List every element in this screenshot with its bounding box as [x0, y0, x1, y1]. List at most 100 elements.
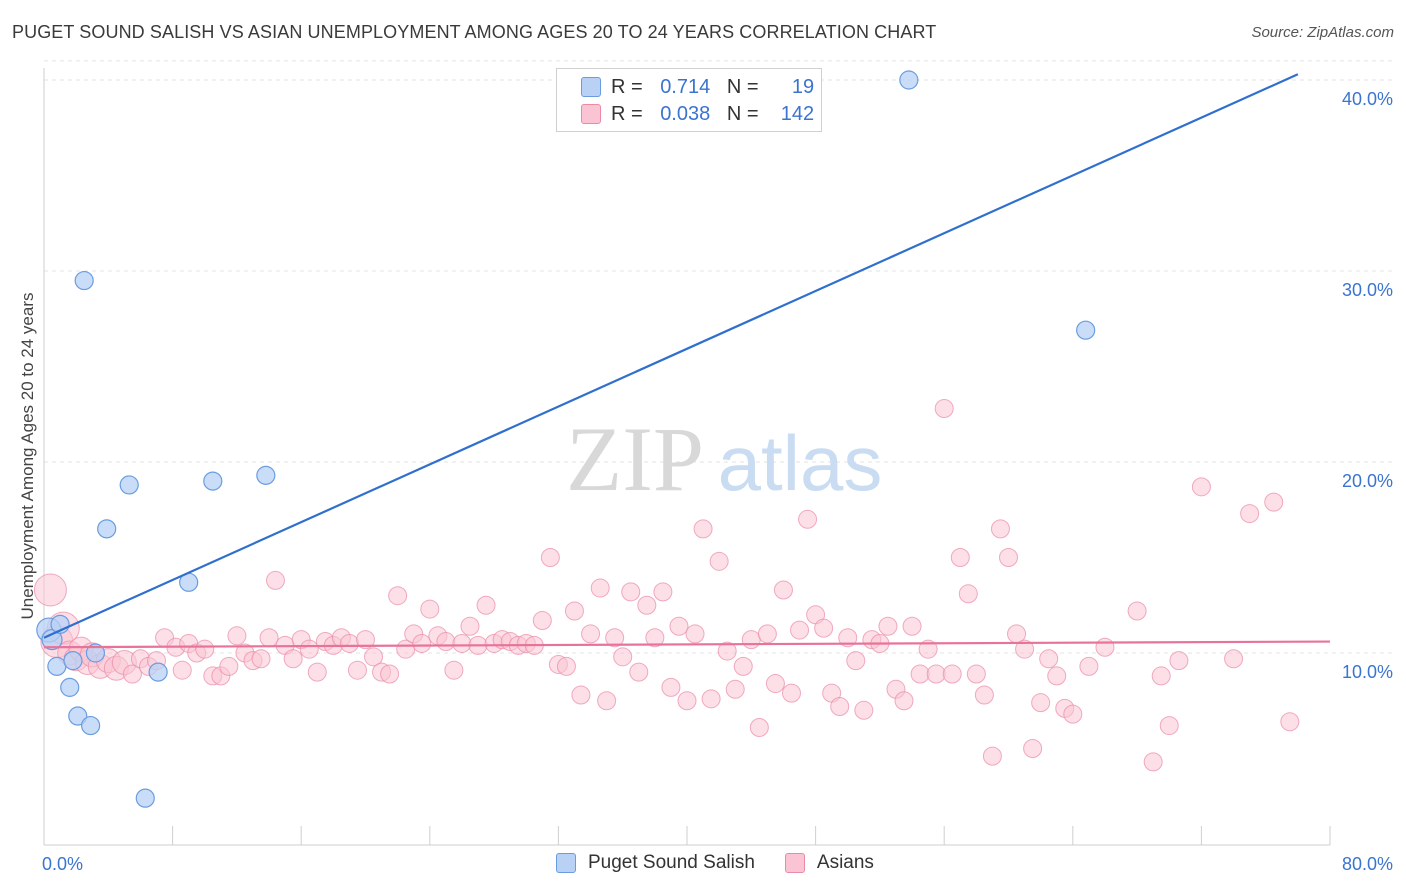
asians-point	[773, 580, 793, 600]
asians-point	[1280, 712, 1300, 732]
asians-point	[1169, 651, 1189, 671]
n-value: 19	[791, 76, 815, 98]
asians-point	[982, 746, 1002, 766]
asians-point	[757, 624, 777, 644]
asians-point	[645, 628, 665, 648]
asians-point	[597, 691, 617, 711]
puget-sound-salish-point	[41, 629, 63, 651]
asians-point	[934, 399, 954, 419]
asians-point	[621, 582, 641, 602]
asians-point	[999, 548, 1018, 567]
r-value: 0.714	[660, 76, 711, 98]
asians-point	[677, 691, 697, 711]
correlation-legend: R = 0.714 N = 19 R = 0.038 N = 142	[556, 68, 822, 132]
asians-point	[564, 601, 584, 621]
asians-point	[894, 691, 914, 711]
asians-point	[1240, 504, 1260, 524]
asians-point	[781, 683, 801, 703]
asians-point	[685, 624, 705, 644]
asians-point	[1095, 637, 1115, 657]
asians-point	[765, 674, 785, 694]
blue-swatch	[581, 77, 601, 97]
asians-point	[974, 685, 994, 705]
asians-point	[878, 616, 898, 636]
asians-point	[669, 616, 689, 636]
asians-point	[444, 660, 464, 680]
legend-row-asians: R = 0.038 N = 142	[581, 101, 814, 127]
asians-point	[733, 656, 753, 676]
asians-point	[725, 679, 745, 699]
asians-point	[1151, 666, 1171, 686]
asians-point	[1063, 704, 1083, 724]
blue-swatch	[556, 853, 576, 873]
asians-points	[33, 399, 1300, 772]
asians-point	[661, 677, 681, 697]
asians-point	[33, 573, 67, 607]
puget-sound-salish-point	[148, 662, 168, 682]
asians-point	[1264, 492, 1284, 512]
pink-swatch	[784, 853, 805, 873]
asians-point	[1039, 649, 1059, 669]
asians-point	[364, 647, 384, 667]
asians-point	[476, 595, 496, 615]
asians-point	[629, 662, 649, 682]
asians-point	[556, 656, 576, 676]
legend-row-puget: R = 0.714 N = 19	[581, 74, 814, 100]
asians-point	[1079, 656, 1099, 676]
asians-trend-line	[43, 640, 1331, 649]
puget-sound-salish-point	[899, 70, 919, 90]
asians-point	[990, 519, 1010, 539]
asians-point	[910, 664, 930, 684]
asians-point	[1159, 716, 1179, 736]
r-label: R =	[611, 76, 643, 98]
series-legend: Puget Sound Salish Asians	[556, 852, 904, 874]
asians-point	[950, 548, 970, 567]
asians-point	[701, 689, 721, 709]
asians-point	[299, 639, 319, 659]
asians-point	[918, 639, 938, 659]
asians-point	[307, 662, 327, 682]
asians-point	[749, 717, 769, 737]
asians-point	[420, 599, 440, 619]
watermark-zip: ZIP	[566, 408, 704, 510]
asians-point	[741, 630, 761, 650]
legend-label-puget: Puget Sound Salish	[588, 852, 755, 873]
asians-point	[581, 624, 601, 644]
puget-sound-salish-point	[1076, 320, 1096, 340]
asians-point	[1031, 693, 1051, 713]
asians-point	[122, 664, 142, 684]
asians-point	[436, 632, 456, 652]
trend-lines	[43, 73, 1331, 649]
asians-point	[1224, 649, 1244, 669]
y-tick-label: 20.0%	[1342, 471, 1393, 491]
legend-item-asians[interactable]: Asians	[784, 852, 874, 874]
pink-swatch	[581, 104, 601, 124]
asians-point	[1047, 666, 1067, 686]
source-credit: Source: ZipAtlas.com	[1251, 24, 1394, 41]
puget-sound-salish-point	[85, 643, 106, 663]
n-value: 142	[780, 103, 815, 125]
asians-point	[452, 633, 472, 653]
legend-item-puget[interactable]: Puget Sound Salish	[556, 852, 755, 874]
asians-point	[902, 616, 922, 636]
puget-sound-salish-point	[203, 471, 223, 491]
asians-point	[540, 548, 560, 567]
y-tick-label: 30.0%	[1342, 280, 1393, 300]
asians-point	[283, 649, 303, 669]
puget-sound-salish-point	[63, 651, 83, 671]
asians-point	[412, 633, 432, 653]
asians-point	[571, 685, 591, 705]
puget-sound-salish-point	[60, 677, 80, 697]
asians-point	[966, 664, 986, 684]
asians-point	[219, 656, 239, 676]
asians-point	[709, 551, 729, 571]
puget-sound-salish-points	[36, 70, 1096, 808]
asians-point	[790, 620, 810, 640]
asians-point	[693, 519, 713, 539]
x-tick-label: 80.0%	[1342, 854, 1393, 874]
asians-point	[339, 633, 359, 653]
puget-sound-salish-point	[97, 519, 117, 539]
asians-point	[838, 628, 858, 648]
n-label: N =	[726, 76, 759, 98]
n-label: N =	[726, 103, 759, 125]
